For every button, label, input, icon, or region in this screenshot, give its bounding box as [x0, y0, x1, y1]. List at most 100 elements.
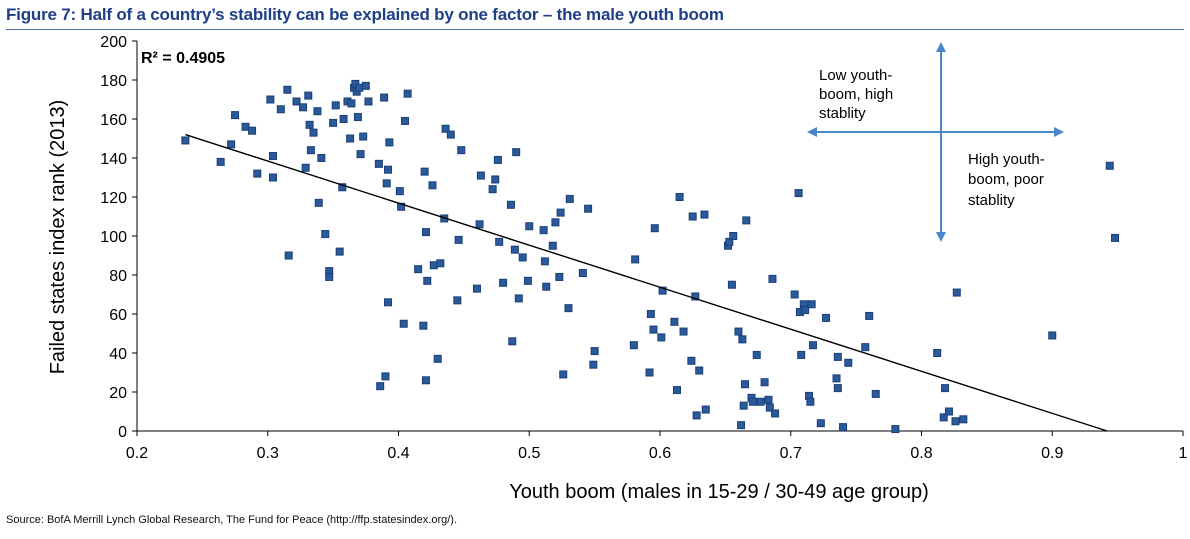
data-point: [590, 347, 599, 356]
data-point: [952, 288, 961, 297]
data-point: [384, 298, 393, 307]
annotation-low-boom-line3: stablity: [819, 105, 866, 122]
data-point: [309, 128, 318, 137]
data-point: [374, 159, 383, 168]
y-tick-label: 120: [100, 190, 127, 207]
data-point: [433, 354, 442, 363]
data-point: [321, 230, 330, 239]
data-point: [740, 380, 749, 389]
data-point: [539, 226, 548, 235]
data-point: [559, 370, 568, 379]
x-tick-label: 0.8: [910, 445, 932, 462]
figure-title: Figure 7: Half of a country’s stability …: [6, 5, 724, 24]
data-point: [871, 389, 880, 398]
data-point: [384, 165, 393, 174]
data-point: [959, 415, 968, 424]
data-point: [241, 122, 250, 131]
data-point: [729, 232, 738, 240]
data-point: [742, 216, 751, 225]
data-point: [695, 366, 704, 375]
y-tick-label: 200: [100, 34, 127, 51]
data-point: [454, 235, 463, 244]
data-point: [403, 89, 412, 98]
data-point: [631, 255, 640, 264]
data-point: [822, 313, 831, 322]
data-point: [1105, 161, 1114, 170]
data-point: [891, 425, 900, 434]
x-tick-label: 0.5: [518, 445, 540, 462]
data-point: [510, 245, 519, 254]
data-point: [941, 384, 950, 393]
data-point: [564, 304, 573, 313]
data-point: [768, 274, 777, 283]
data-point: [645, 368, 654, 377]
data-point: [727, 280, 736, 289]
data-point: [331, 101, 340, 110]
data-point: [329, 118, 338, 127]
y-tick-label: 20: [109, 385, 127, 402]
data-point: [1111, 233, 1120, 242]
data-point: [748, 397, 757, 406]
data-point: [865, 311, 874, 320]
data-point: [441, 124, 450, 133]
data-point: [476, 171, 485, 180]
data-point: [376, 382, 385, 391]
y-tick-label: 160: [100, 112, 127, 129]
data-point: [650, 224, 659, 233]
data-point: [807, 300, 816, 309]
data-point: [395, 187, 404, 196]
data-point: [216, 157, 225, 166]
data-point: [314, 198, 323, 207]
data-point: [346, 134, 355, 143]
data-point: [231, 111, 240, 120]
data-point: [472, 284, 481, 293]
r-squared-label: R² = 0.4905: [141, 50, 225, 67]
data-point: [304, 91, 313, 100]
data-point: [292, 97, 301, 106]
data-point: [380, 93, 389, 102]
data-point: [670, 317, 679, 326]
data-point: [801, 306, 810, 315]
y-axis-label: Failed states index rank (2013): [47, 100, 69, 375]
data-point: [227, 140, 236, 149]
data-point: [268, 152, 277, 161]
annotation-high-boom-line1: High youth-: [968, 151, 1045, 168]
data-point: [691, 292, 700, 301]
data-point: [816, 419, 825, 428]
data-point: [181, 136, 190, 145]
x-tick-label: 0.6: [649, 445, 671, 462]
data-point: [428, 181, 437, 190]
data-point: [399, 319, 408, 328]
data-point: [266, 95, 275, 104]
data-point: [493, 155, 502, 164]
data-point: [701, 405, 710, 414]
data-point: [794, 189, 803, 198]
data-point: [765, 403, 774, 412]
data-point: [737, 421, 746, 430]
data-point: [506, 200, 515, 209]
source-note: Source: BofA Merrill Lynch Global Resear…: [6, 514, 458, 526]
data-point: [951, 417, 960, 426]
x-axis-label: Youth boom (males in 15-29 / 30-49 age g…: [509, 481, 929, 503]
data-point: [861, 343, 870, 352]
data-point: [771, 409, 780, 418]
data-point: [1048, 331, 1057, 340]
data-point: [253, 169, 262, 178]
data-point: [475, 220, 484, 229]
data-point: [283, 85, 292, 94]
data-point: [353, 113, 362, 122]
data-point: [356, 150, 365, 159]
y-tick-label: 0: [118, 424, 127, 441]
x-tick-label: 1: [1179, 445, 1188, 462]
data-point: [499, 278, 508, 287]
title-divider: [6, 29, 1184, 30]
data-point: [453, 296, 462, 305]
data-point: [414, 265, 423, 274]
data-point: [578, 269, 587, 278]
data-point: [833, 352, 842, 361]
data-point: [657, 333, 666, 342]
data-point: [518, 253, 527, 262]
data-point: [299, 103, 308, 112]
data-point: [381, 372, 390, 381]
data-point: [339, 115, 348, 123]
